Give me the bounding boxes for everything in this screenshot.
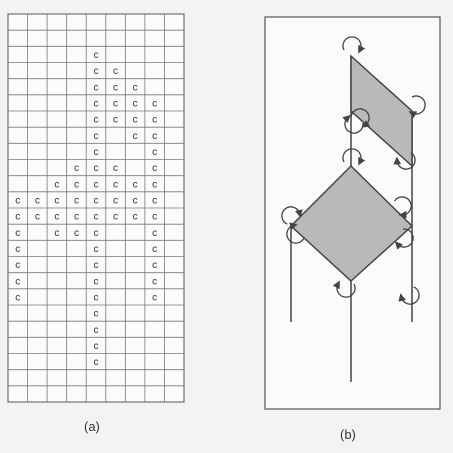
cell-mark: c — [94, 276, 99, 287]
cell-mark: c — [152, 276, 157, 287]
cell-mark: c — [133, 212, 138, 223]
cell-mark: c — [15, 244, 20, 255]
upper-parallelogram — [350, 54, 413, 168]
cell-mark: c — [74, 212, 79, 223]
cell-mark: c — [152, 163, 157, 174]
cell-mark: c — [152, 131, 157, 142]
cell-mark: c — [113, 115, 118, 126]
cell-mark: c — [54, 228, 59, 239]
cell-mark: c — [54, 212, 59, 223]
cell-mark: c — [94, 325, 99, 336]
rotation-arrow — [342, 36, 366, 54]
cell-mark: c — [15, 195, 20, 206]
cell-mark: c — [94, 115, 99, 126]
cell-mark: c — [133, 115, 138, 126]
cell-mark: c — [152, 228, 157, 239]
cell-mark: c — [152, 195, 157, 206]
cell-mark: c — [74, 195, 79, 206]
rotation-arrow — [393, 196, 412, 219]
cell-mark: c — [94, 163, 99, 174]
cell-mark: c — [133, 195, 138, 206]
panel-b-label: (b) — [340, 427, 356, 442]
cell-mark: c — [133, 179, 138, 190]
cell-mark: c — [152, 98, 157, 109]
cell-mark: c — [152, 147, 157, 158]
cell-mark: c — [94, 179, 99, 190]
cell-mark: c — [35, 195, 40, 206]
cell-mark: c — [54, 195, 59, 206]
rotation-arrow — [281, 206, 303, 225]
cell-mark: c — [113, 163, 118, 174]
cell-mark: c — [94, 260, 99, 271]
rotation-arrow — [350, 108, 371, 128]
cell-mark: c — [94, 50, 99, 61]
cell-mark: c — [133, 131, 138, 142]
rotation-arrow — [286, 222, 305, 244]
cell-mark: c — [152, 115, 157, 126]
cell-mark: c — [15, 260, 20, 271]
cell-mark: c — [94, 228, 99, 239]
cell-mark: c — [35, 212, 40, 223]
rotation-arrow — [408, 95, 426, 119]
cell-mark: c — [15, 212, 20, 223]
cell-mark: c — [152, 292, 157, 303]
cell-mark: c — [94, 131, 99, 142]
cell-mark: c — [113, 66, 118, 77]
cell-mark: c — [94, 147, 99, 158]
rotation-arrow — [393, 151, 416, 170]
cell-mark: c — [94, 341, 99, 352]
rotation-arrow — [394, 228, 414, 250]
cell-mark: c — [94, 292, 99, 303]
cell-mark: c — [15, 292, 20, 303]
rotation-arrow — [342, 148, 366, 166]
cell-mark: c — [113, 82, 118, 93]
panel-a-label: (a) — [84, 419, 100, 434]
cell-mark: c — [94, 66, 99, 77]
cell-mark: c — [15, 276, 20, 287]
cell-mark: c — [133, 82, 138, 93]
cell-mark: c — [94, 309, 99, 320]
cell-mark: c — [15, 228, 20, 239]
cell-mark: c — [113, 98, 118, 109]
cell-mark: c — [152, 244, 157, 255]
cell-mark: c — [94, 98, 99, 109]
cell-mark: c — [152, 179, 157, 190]
diamond — [289, 164, 414, 283]
cell-mark: c — [133, 98, 138, 109]
cell-mark: c — [152, 212, 157, 223]
cell-mark: c — [94, 195, 99, 206]
cell-mark: c — [152, 260, 157, 271]
cell-mark: c — [54, 179, 59, 190]
rotation-arrow — [332, 280, 356, 298]
cell-mark: c — [94, 212, 99, 223]
rotation-arrow — [398, 286, 420, 305]
cell-mark: c — [94, 357, 99, 368]
cell-mark: c — [74, 163, 79, 174]
cell-mark: c — [74, 228, 79, 239]
cell-mark: c — [74, 179, 79, 190]
cell-mark: c — [113, 179, 118, 190]
cell-mark: c — [113, 212, 118, 223]
cell-mark: c — [113, 195, 118, 206]
cell-mark: c — [94, 82, 99, 93]
cell-mark: c — [94, 244, 99, 255]
